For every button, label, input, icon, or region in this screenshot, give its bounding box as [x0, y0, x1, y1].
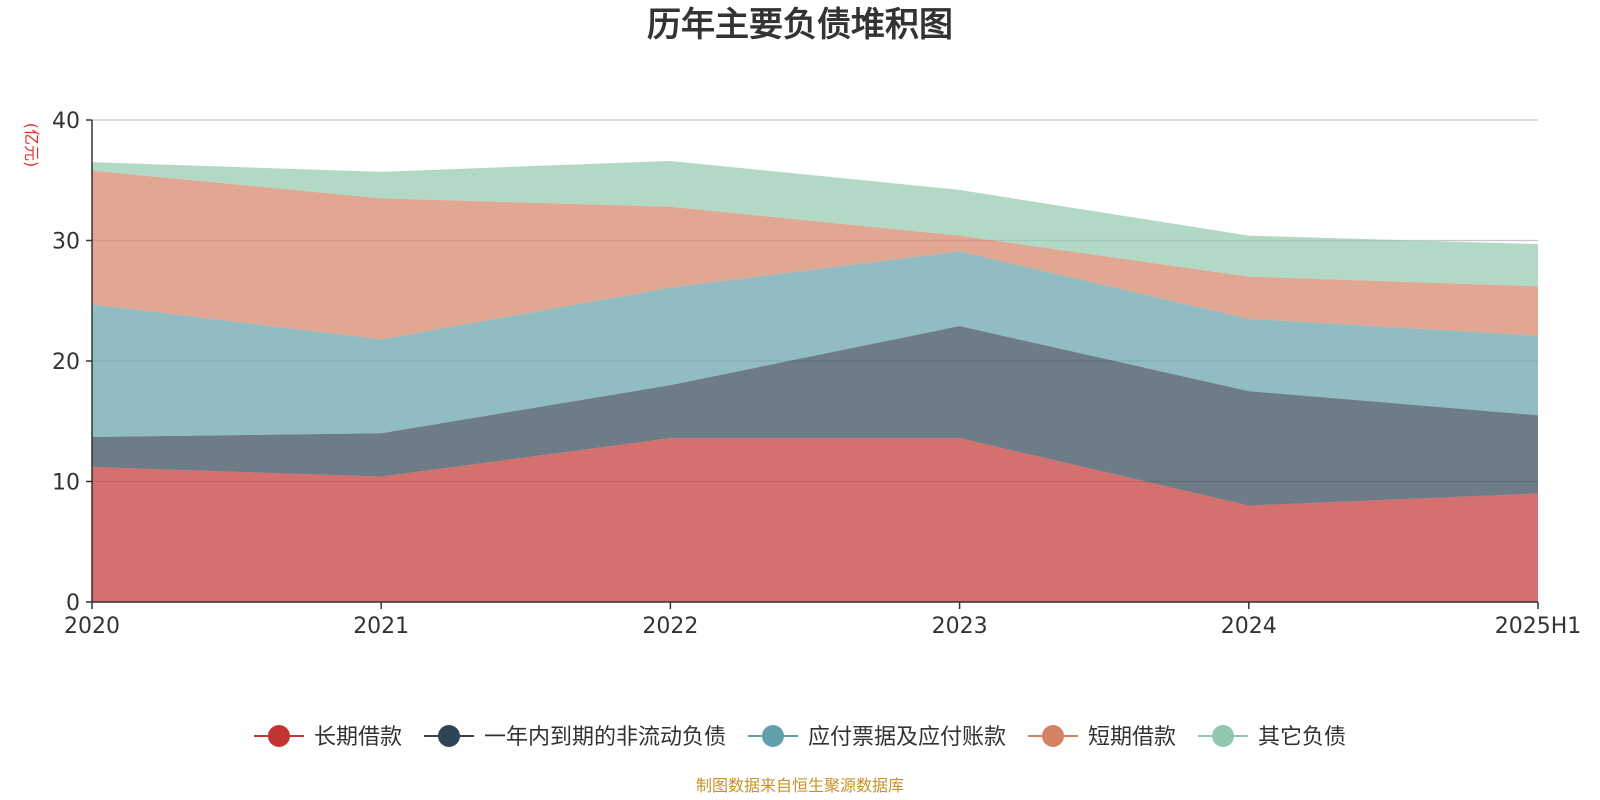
- legend-label-1: 一年内到期的非流动负债: [484, 725, 726, 750]
- legend-marker-3: [1042, 725, 1065, 747]
- x-tick-label-1: 2021: [353, 614, 409, 639]
- x-tick-label-4: 2024: [1221, 614, 1277, 639]
- legend-marker-4: [1212, 725, 1235, 747]
- x-tick-label-3: 2023: [932, 614, 988, 639]
- legend-label-0: 长期借款: [314, 725, 402, 750]
- legend-item-2[interactable]: 应付票据及应付账款: [747, 725, 1006, 750]
- axes: 0 10 20 30 40 2020 2021 2022 2023 2024 2025H1: [52, 109, 1581, 639]
- x-tick-label-5: 2025H1: [1495, 614, 1582, 639]
- y-tick-label-3: 30: [52, 230, 80, 255]
- legend-item-1[interactable]: 一年内到期的非流动负债: [423, 725, 726, 750]
- y-axis-unit-label: (亿元): [22, 123, 41, 168]
- area-series-4[interactable]: [92, 160, 1538, 287]
- area-series-3[interactable]: [92, 170, 1538, 340]
- area-series-0[interactable]: [92, 438, 1538, 602]
- legend-item-4[interactable]: 其它负债: [1198, 725, 1346, 750]
- area-series-1[interactable]: [92, 326, 1538, 506]
- area-series-group: [92, 160, 1538, 602]
- chart-title: 历年主要负债堆积图: [647, 5, 953, 45]
- x-tick-label-2: 2022: [642, 614, 698, 639]
- legend-label-3: 短期借款: [1088, 725, 1176, 750]
- area-series-2[interactable]: [92, 251, 1538, 437]
- legend[interactable]: 长期借款 一年内到期的非流动负债 应付票据及应付账款 短期借款 其它负债: [253, 725, 1346, 750]
- legend-label-4: 其它负债: [1258, 725, 1346, 750]
- legend-item-0[interactable]: 长期借款: [253, 725, 402, 750]
- legend-marker-0: [267, 725, 290, 747]
- legend-label-2: 应付票据及应付账款: [808, 725, 1006, 750]
- y-tick-label-4: 40: [52, 109, 80, 134]
- y-tick-label-1: 10: [52, 471, 80, 496]
- data-source-note: 制图数据来自恒生聚源数据库: [696, 776, 904, 795]
- legend-marker-1: [437, 725, 460, 747]
- y-tick-label-0: 0: [66, 591, 80, 616]
- x-tick-label-0: 2020: [64, 614, 120, 639]
- y-tick-label-2: 20: [52, 350, 80, 375]
- legend-marker-2: [761, 725, 784, 747]
- legend-item-3[interactable]: 短期借款: [1028, 725, 1176, 750]
